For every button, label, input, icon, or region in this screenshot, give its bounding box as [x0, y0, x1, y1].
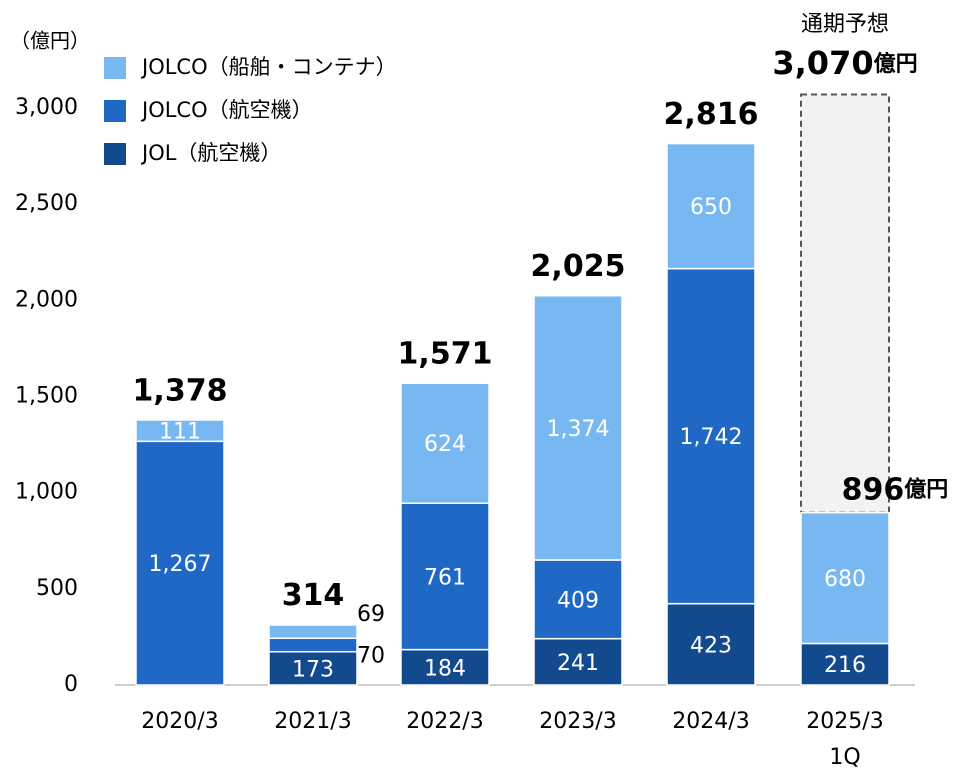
data-label: 69 — [357, 602, 385, 627]
total-number: 896 — [842, 472, 905, 507]
x-tick-label: 2025/3 1Q — [806, 709, 884, 770]
bar-segment — [268, 624, 358, 640]
forecast-number: 3,070 — [772, 44, 873, 82]
data-label: 111 — [159, 420, 201, 445]
bar-segment — [533, 294, 623, 561]
y-tick-label: 3,000 — [15, 95, 78, 120]
bar-segment — [533, 637, 623, 686]
legend-label: JOLCO（航空機） — [140, 98, 313, 122]
y-tick-label: 2,000 — [15, 287, 78, 312]
data-label: 70 — [357, 643, 385, 668]
data-label: 184 — [424, 656, 466, 681]
data-label: 761 — [424, 565, 466, 590]
bar-segment — [800, 642, 890, 686]
data-label: 173 — [292, 657, 334, 682]
x-tick-label: 2020/3 — [141, 709, 219, 734]
total-unit: 億円 — [904, 477, 948, 503]
data-label: 1,742 — [680, 425, 743, 450]
total-label: 314 — [282, 578, 345, 613]
legend-label: JOL（航空機） — [140, 141, 281, 165]
bar-segment — [135, 440, 225, 686]
bar-segment — [268, 650, 358, 686]
x-tick-label: 2024/3 — [672, 709, 750, 734]
bar-segment — [533, 559, 623, 640]
legend-swatch — [104, 57, 126, 79]
data-label: 1,267 — [149, 552, 212, 577]
data-label: 624 — [424, 432, 466, 457]
y-tick-label: 500 — [36, 576, 78, 601]
total-label: 2,816 — [664, 97, 759, 132]
y-tick-label: 1,500 — [15, 384, 78, 409]
bar-segment — [400, 502, 490, 651]
forecast-label: 通期予想 — [801, 12, 889, 37]
bar-segment — [666, 602, 756, 686]
total-label: 1,378 — [133, 373, 228, 408]
forecast-unit: 億円 — [874, 51, 918, 77]
forecast-box — [800, 93, 890, 514]
bar-segment — [666, 142, 756, 270]
y-tick-label: 0 — [64, 672, 78, 697]
data-label: 650 — [690, 195, 732, 220]
data-label: 216 — [824, 653, 866, 678]
data-label: 423 — [690, 633, 732, 658]
x-tick-label: 2022/3 — [406, 709, 484, 734]
x-tick-label: 2023/3 — [539, 709, 617, 734]
legend-swatch — [104, 143, 126, 165]
y-tick-label: 1,000 — [15, 480, 78, 505]
legend-swatch — [104, 100, 126, 122]
data-label: 1,374 — [547, 417, 610, 442]
total-label: 1,571 — [398, 336, 493, 371]
x-tick-label: 2021/3 — [274, 709, 352, 734]
y-tick-label: 2,500 — [15, 191, 78, 216]
bar-segment — [800, 511, 890, 645]
legend-label: JOLCO（船舶・コンテナ） — [140, 55, 397, 79]
data-label: 241 — [557, 651, 599, 676]
data-label: 680 — [824, 567, 866, 592]
bar-segment — [135, 419, 225, 443]
data-label: 409 — [557, 588, 599, 613]
bar-segment — [268, 637, 358, 653]
total-label: 896億円 — [842, 472, 949, 507]
y-unit-label: （億円） — [10, 29, 90, 53]
bar-segment — [400, 382, 490, 504]
total-label: 2,025 — [531, 249, 626, 284]
forecast-value: 3,070億円 — [772, 44, 917, 82]
